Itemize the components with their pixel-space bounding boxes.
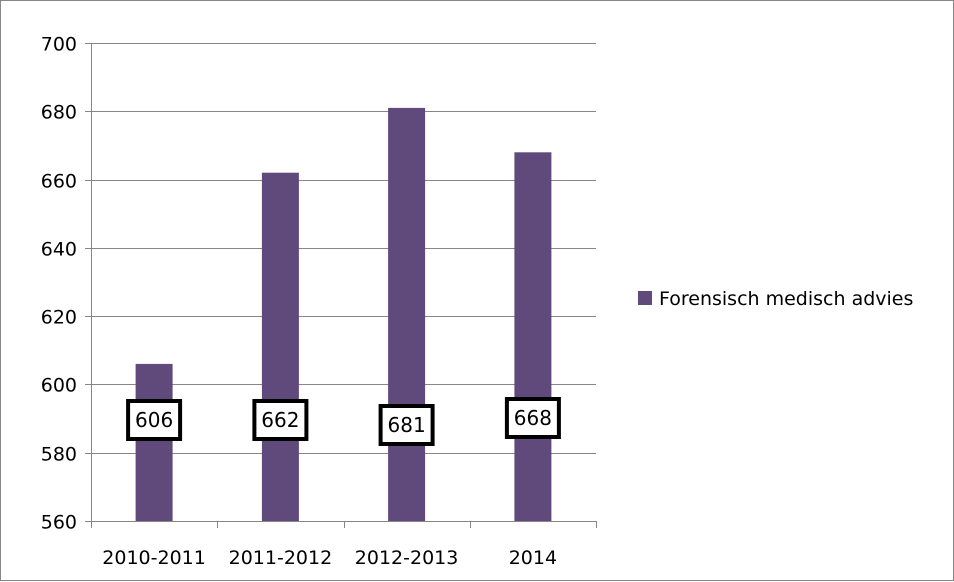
gridlines (91, 43, 596, 454)
x-tick-label: 2012-2013 (355, 547, 459, 569)
data-label: 662 (261, 408, 299, 432)
y-tick-label: 600 (41, 375, 77, 397)
x-tick-label: 2011-2012 (229, 547, 333, 569)
y-tick-label: 640 (41, 239, 77, 261)
data-labels: 606 662 681 668 (126, 397, 561, 446)
data-label: 606 (135, 408, 173, 432)
data-label-box (252, 399, 309, 441)
bar (261, 172, 299, 521)
bars (135, 107, 552, 522)
y-tick-label: 680 (41, 102, 77, 124)
y-tick-labels: 560 580 600 620 640 660 680 700 (41, 34, 77, 534)
data-label-box (126, 399, 183, 441)
data-label: 681 (388, 413, 426, 437)
legend-label: Forensisch medisch advies (659, 288, 913, 310)
y-tick-label: 660 (41, 171, 77, 193)
y-tick-label: 580 (41, 444, 77, 466)
axes (85, 43, 597, 528)
data-label: 668 (514, 406, 552, 430)
data-label-box (504, 397, 561, 439)
x-tick-labels: 2010-2011 2011-2012 2012-2013 2014 (102, 547, 557, 569)
data-label-box (378, 404, 435, 446)
y-tick-label: 620 (41, 307, 77, 329)
bar (135, 363, 173, 521)
y-tick-label: 560 (41, 512, 77, 534)
legend: Forensisch medisch advies (638, 288, 913, 310)
x-tick-label: 2010-2011 (102, 547, 206, 569)
bar (514, 152, 552, 522)
y-tick-label: 700 (41, 34, 77, 56)
legend-swatch (638, 291, 652, 305)
bar (388, 107, 426, 522)
x-tick-label: 2014 (509, 547, 557, 569)
